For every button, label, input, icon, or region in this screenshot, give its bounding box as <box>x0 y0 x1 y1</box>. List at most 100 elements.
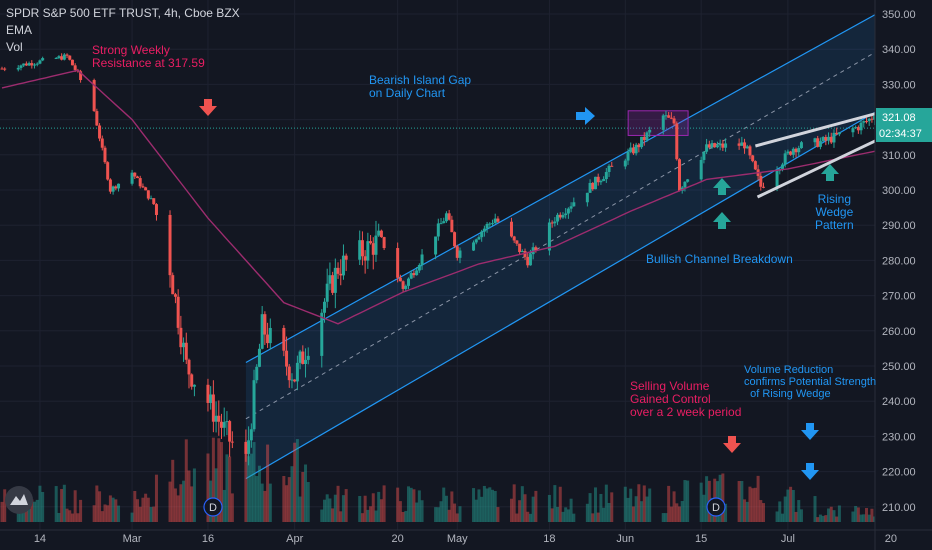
volume-bar <box>92 505 96 522</box>
volume-bar <box>182 480 186 522</box>
volume-bar <box>799 509 803 522</box>
price-axis[interactable]: 210.00 220.00 230.00 240.00 250.00 260.00 270.… <box>874 0 932 550</box>
volume-bar <box>664 513 668 522</box>
candle-body <box>593 176 597 190</box>
volume-bar <box>721 473 725 522</box>
candle-body <box>791 148 795 155</box>
candle-body <box>794 148 798 153</box>
candle-body <box>837 132 841 135</box>
candle-body <box>512 236 516 241</box>
candle-body <box>856 127 860 131</box>
vol-study-label[interactable]: Vol <box>6 40 23 54</box>
volume-bar <box>320 509 324 522</box>
candle-body <box>38 60 42 64</box>
candle-body <box>737 143 741 146</box>
ema-line[interactable] <box>1 69 875 325</box>
candle-body <box>35 63 39 65</box>
island-gap-right-arrow-icon <box>576 107 595 125</box>
dividend-marker[interactable]: D <box>706 497 726 517</box>
candle-body <box>789 151 793 155</box>
volume-bar <box>702 494 706 522</box>
volume-bar <box>136 499 139 522</box>
rising-wedge-note: Rising Wedge Pattern <box>815 192 854 232</box>
volume-bar <box>114 499 118 522</box>
x-tick-label: 20 <box>392 533 404 545</box>
candle-body <box>398 277 402 282</box>
y-tick-label: 270.00 <box>882 291 916 303</box>
volume-bar <box>439 501 443 522</box>
candle-body <box>862 121 866 123</box>
volume-bar <box>133 490 137 522</box>
volume-bar <box>287 477 291 522</box>
candle-body <box>176 296 180 328</box>
y-tick-label: 240.00 <box>882 396 916 408</box>
volume-bar <box>491 489 495 522</box>
breakdown-up-arrow-icon <box>713 178 731 195</box>
volume-reduction-note: Volume Reduction confirms Potential Stre… <box>744 364 877 400</box>
candle-body <box>60 56 64 60</box>
volume-bar <box>675 503 679 522</box>
candle-body <box>95 111 99 126</box>
volume-bar <box>398 501 402 522</box>
volume-bar <box>482 485 486 522</box>
volume-bar <box>783 496 787 522</box>
candle-body <box>333 267 337 293</box>
volume-bar <box>753 487 757 522</box>
candle-body <box>320 312 324 356</box>
volume-bar <box>591 513 595 522</box>
dividend-marker[interactable]: D <box>203 497 223 517</box>
volume-bar <box>813 496 817 522</box>
volume-bar <box>336 485 340 522</box>
candle-body <box>374 235 378 255</box>
x-tick-label: Jul <box>781 533 795 545</box>
candle-body <box>301 351 305 364</box>
weekly-resistance-note: Strong Weekly Resistance at 317.59 <box>92 43 205 70</box>
volume-bar <box>488 487 492 522</box>
candle-body <box>721 143 725 148</box>
volume-bar <box>298 496 302 522</box>
candle-body <box>667 115 671 118</box>
candle-body <box>604 172 608 180</box>
ema-study-label[interactable]: EMA <box>6 23 33 37</box>
candle-body <box>396 248 400 278</box>
x-tick-label: 14 <box>34 533 46 545</box>
channel-mid-line <box>245 36 902 420</box>
candle-body <box>818 141 822 147</box>
volume-bar <box>444 495 448 522</box>
volume-bar <box>301 471 305 522</box>
tradingview-logo-icon[interactable] <box>5 486 33 514</box>
volume-bar <box>564 507 568 522</box>
candle-body <box>474 239 478 243</box>
volume-bar <box>634 496 638 522</box>
time-axis[interactable]: 14 Mar 16 Apr 20 May 18 Jun 15 Jul 20 <box>0 529 932 545</box>
candle-body <box>154 204 158 215</box>
volume-bar <box>295 439 299 522</box>
volume-bar <box>480 496 484 522</box>
candle-body <box>138 178 142 187</box>
candle-body <box>759 175 763 187</box>
candle-body <box>108 179 112 192</box>
volume-bar <box>79 499 83 522</box>
candle-body <box>106 162 110 180</box>
candle-body <box>640 136 644 148</box>
candle-body <box>715 145 719 148</box>
candle-body <box>585 192 589 203</box>
candle-body <box>699 159 703 180</box>
candle-body <box>753 161 757 170</box>
candle-body <box>62 54 66 60</box>
channel-lower-line[interactable] <box>245 96 903 480</box>
channel-fill <box>245 0 902 479</box>
candle-body <box>228 421 232 442</box>
candle-body <box>434 236 438 255</box>
volume-bar <box>341 495 345 522</box>
volume-bar <box>168 481 172 522</box>
candle-body <box>100 138 104 148</box>
volume-bar <box>417 490 421 522</box>
wedge-upper-line[interactable] <box>754 107 894 148</box>
volume-bar <box>244 443 248 522</box>
candle-body <box>54 58 58 60</box>
volume-bar <box>832 510 836 522</box>
candle-body <box>247 440 251 454</box>
channel-upper-line[interactable] <box>245 0 903 364</box>
